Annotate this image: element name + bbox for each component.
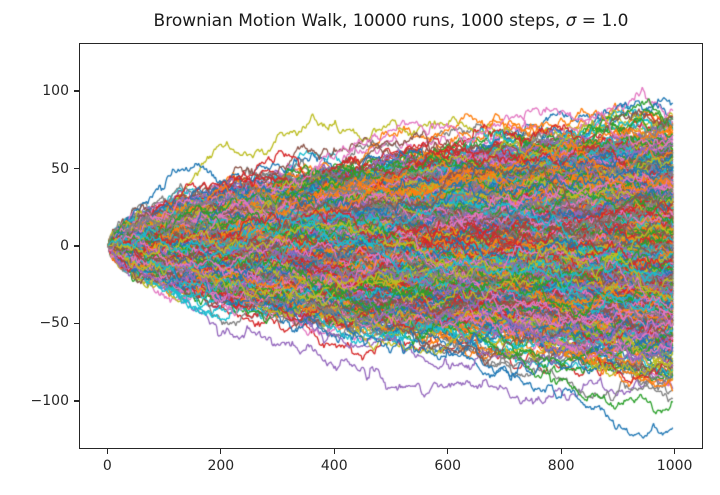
y-tick-label: 0 xyxy=(60,238,69,254)
x-tick-label: 1000 xyxy=(656,458,693,474)
x-tick-label: 800 xyxy=(547,458,575,474)
y-tick-label: −50 xyxy=(39,315,69,332)
y-tick-mark xyxy=(74,322,79,325)
y-tick-mark xyxy=(74,90,79,92)
x-tick-mark xyxy=(333,449,335,454)
plot-area xyxy=(79,43,703,449)
chart-title: Brownian Motion Walk, 10000 runs, 1000 s… xyxy=(79,11,703,31)
sigma-symbol: σ xyxy=(565,11,577,31)
y-tick-mark xyxy=(74,400,79,402)
y-tick-mark xyxy=(74,167,79,170)
x-tick-mark xyxy=(447,449,449,454)
x-tick-mark xyxy=(674,449,676,454)
chart-title-text: Brownian Motion Walk, 10000 runs, 1000 s… xyxy=(153,11,566,31)
x-tick-mark xyxy=(106,449,108,454)
x-tick-mark xyxy=(220,449,222,454)
sigma-value-text: = 1.0 xyxy=(576,11,629,31)
x-tick-label: 400 xyxy=(320,458,348,474)
y-tick-mark xyxy=(74,245,79,247)
random-walk-paths-canvas xyxy=(80,44,701,447)
y-tick-label: 100 xyxy=(42,83,69,100)
x-tick-label: 600 xyxy=(434,458,462,474)
y-tick-label: 50 xyxy=(51,160,69,177)
y-tick-label: −100 xyxy=(30,392,69,409)
x-tick-label: 200 xyxy=(207,458,235,474)
x-tick-mark xyxy=(560,449,562,454)
x-tick-label: 0 xyxy=(102,458,112,474)
